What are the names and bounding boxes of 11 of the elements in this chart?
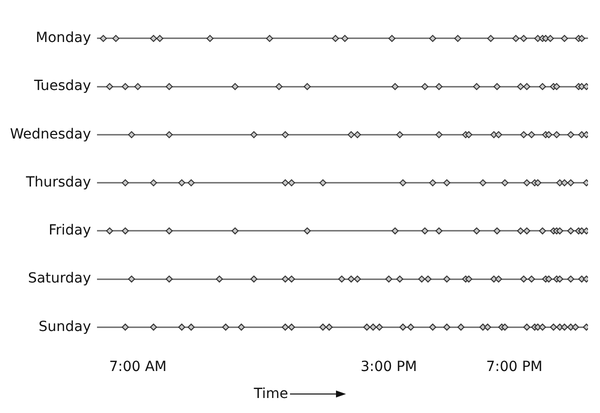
y-tick-label: Saturday [28,270,92,287]
y-tick-label: Sunday [38,318,92,335]
x-tick-label: 7:00 AM [109,359,167,376]
y-tick-label: Wednesday [10,126,92,142]
x-tick-label: 7:00 PM [486,359,542,376]
x-tick-label: 3:00 PM [360,359,418,376]
y-tick-label: Tuesday [33,78,92,94]
y-tick-label: Friday [48,222,92,239]
y-tick-label: Monday [36,30,92,46]
y-tick-label: Thursday [24,174,92,190]
x-axis-title: Time [254,386,288,402]
